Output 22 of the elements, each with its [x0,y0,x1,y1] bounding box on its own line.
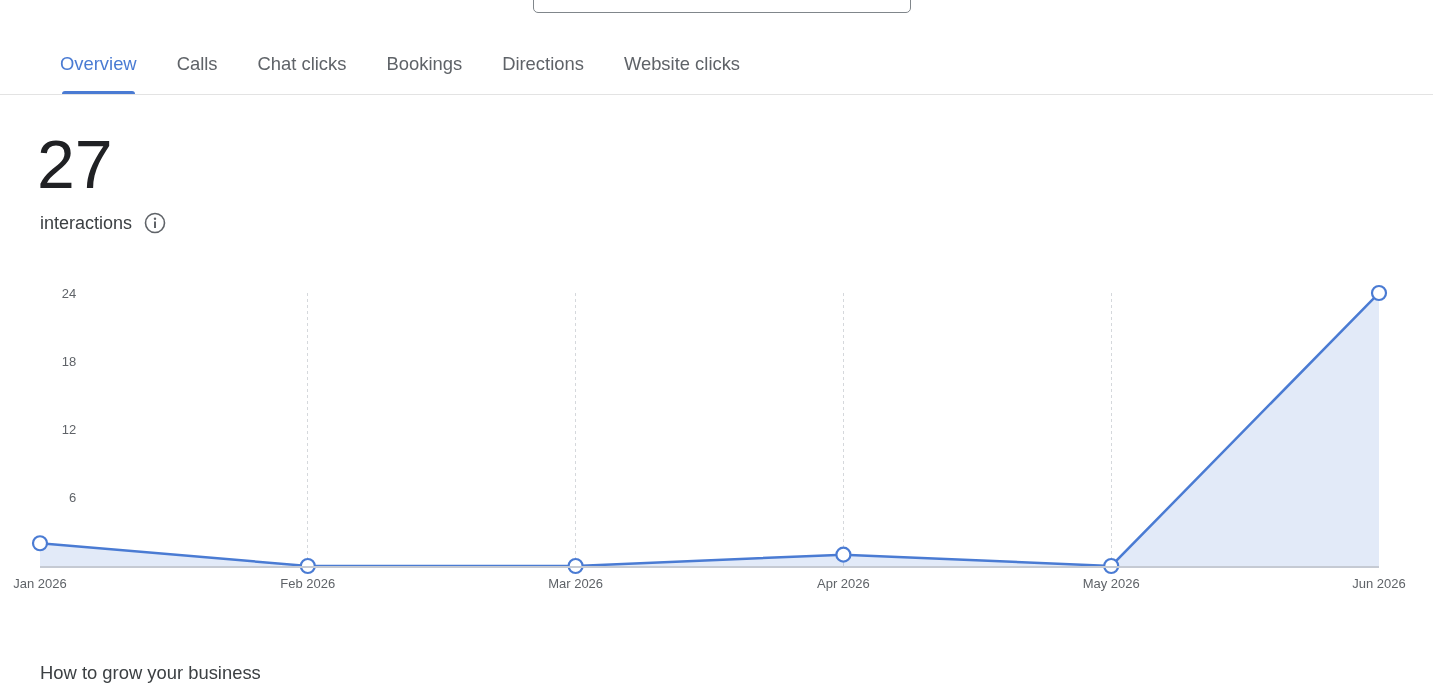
text: How to grow your business [40,661,261,685]
text: Overview [60,53,137,75]
x-tick-label: Jun 2026 [1352,576,1406,592]
point [1370,284,1388,302]
y-tick-label: 12 [61,422,77,438]
x-tick-label: Feb 2026 [280,576,336,592]
text: Bookings [386,53,463,75]
y-tick-label: 24 [61,285,77,301]
chart-title: 27 [37,126,113,202]
y-tick-label: 6 [68,490,77,506]
text: Chat clicks [257,53,347,75]
x-tick-label: Jan 2026 [13,576,67,592]
y-tick-label: 18 [61,353,77,369]
x-tick-label: May 2026 [1082,576,1140,592]
point [31,535,49,552]
text: Directions [502,53,584,75]
text: Calls [176,53,218,75]
x-tick-label: Apr 2026 [817,576,870,592]
chart-subtitle: interactions [40,212,133,235]
text: Website clicks [623,53,741,75]
x-tick-label: Mar 2026 [548,576,604,592]
point [835,546,852,563]
